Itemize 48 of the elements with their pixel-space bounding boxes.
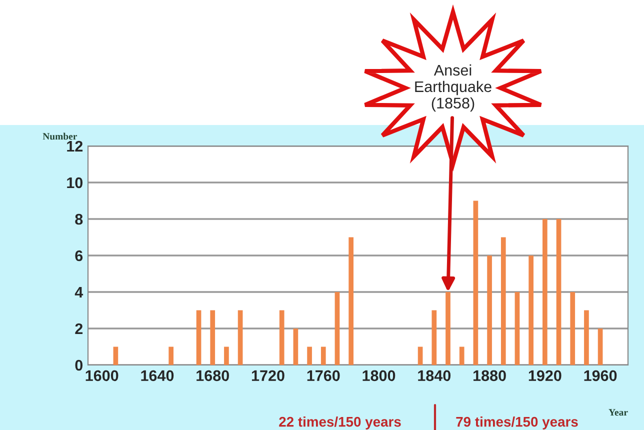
bar: [168, 346, 174, 365]
bar: [293, 328, 298, 365]
text: 79 times/150 years: [456, 416, 578, 430]
bar: [500, 237, 506, 365]
x-axis-title: Year: [608, 409, 628, 416]
bar: [542, 219, 548, 365]
bar: [584, 310, 589, 365]
bar: [348, 237, 354, 365]
bar: [279, 310, 284, 365]
y-axis-title: Number: [42, 132, 77, 140]
x-tick-label: 1600: [86, 370, 118, 382]
bar: [528, 256, 534, 365]
y-tick-label: 10: [67, 177, 83, 188]
bar: [473, 200, 478, 365]
x-tick-label: 1720: [252, 370, 284, 382]
y-tick-label: 8: [75, 214, 83, 225]
y-tick-label: 6: [75, 250, 83, 262]
bar: [307, 346, 312, 365]
bar: [320, 346, 326, 365]
x-tick-label: 1640: [141, 370, 174, 382]
bar: [570, 292, 576, 365]
bar: [196, 310, 202, 365]
x-tick-label: 1680: [196, 370, 229, 382]
bar: [238, 310, 243, 365]
bar: [556, 219, 562, 365]
bar: [514, 292, 520, 365]
bar: [418, 346, 423, 365]
bar: [210, 310, 216, 365]
bar: [224, 346, 229, 365]
x-tick-label: 1960: [584, 370, 617, 382]
x-tick-label: 1840: [418, 370, 451, 382]
bar: [446, 292, 450, 365]
y-tick-label: 0: [75, 360, 83, 371]
bar: [459, 346, 464, 365]
x-tick-label: 1760: [307, 370, 340, 382]
y-tick-label: 12: [67, 140, 83, 152]
text: 22 times/150 years: [279, 416, 401, 430]
x-tick-label: 1920: [528, 370, 562, 382]
bar: [432, 310, 437, 365]
annotation: Ansei Earthquake (1858): [415, 64, 492, 112]
y-tick-label: 2: [75, 323, 83, 334]
bar: [598, 328, 603, 365]
y-tick-label: 4: [74, 287, 84, 298]
x-tick-label: 1880: [474, 370, 506, 382]
bar: [113, 346, 118, 365]
bar: [334, 292, 340, 365]
x-tick-label: 1800: [362, 370, 396, 382]
bar: [487, 256, 492, 365]
